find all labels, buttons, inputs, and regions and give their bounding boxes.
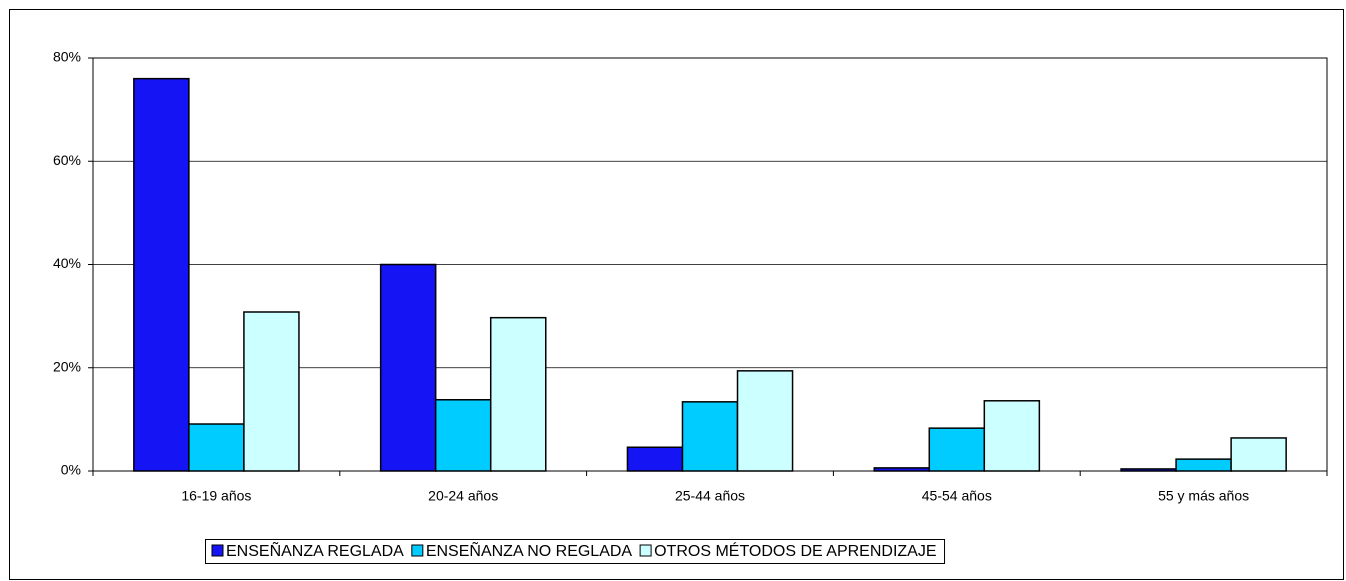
bar (1175, 458, 1232, 472)
bar (188, 423, 245, 472)
bar (626, 446, 684, 472)
y-tick-label: 20% (53, 358, 81, 374)
bar (133, 77, 190, 472)
bar (873, 467, 931, 472)
chart-border (9, 9, 1344, 580)
legend-label: OTROS MÉTODOS DE APRENDIZAJE (654, 541, 936, 560)
bar (243, 311, 300, 472)
bar (983, 400, 1041, 472)
legend-swatch (639, 544, 652, 557)
y-tick-label: 80% (53, 49, 81, 65)
legend-label: ENSEÑANZA REGLADA (226, 540, 404, 560)
x-tick-label: 45-54 años (922, 488, 992, 504)
y-tick-label: 40% (53, 255, 81, 271)
legend-label: ENSEÑANZA NO REGLADA (426, 540, 633, 560)
y-tick-label: 60% (53, 152, 81, 168)
x-tick-label: 16-19 años (181, 488, 251, 504)
bar (489, 316, 547, 472)
y-tick-label: 0% (61, 462, 81, 478)
x-tick-label: 55 y más años (1158, 488, 1249, 504)
bar (379, 263, 437, 472)
bar (928, 427, 986, 472)
legend-swatch (411, 544, 424, 557)
x-tick-label: 20-24 años (428, 488, 498, 504)
legend-box (205, 539, 946, 564)
bar (1120, 468, 1177, 472)
bar (1230, 437, 1287, 472)
bar (736, 370, 794, 472)
bar (681, 401, 739, 472)
bar (434, 399, 492, 472)
legend-swatch (211, 544, 224, 557)
x-tick-label: 25-44 años (675, 488, 745, 504)
